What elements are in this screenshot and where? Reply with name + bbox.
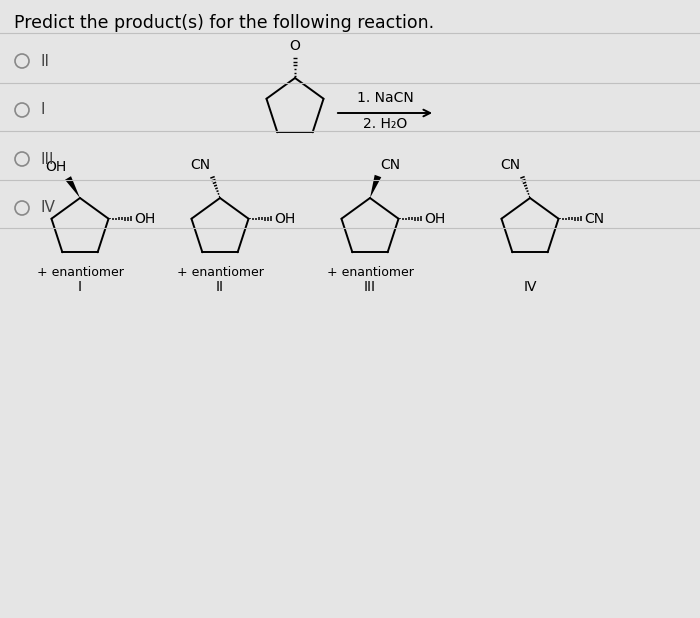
Text: I: I xyxy=(78,280,82,294)
Text: O: O xyxy=(290,39,300,53)
Text: IV: IV xyxy=(524,280,537,294)
Text: OH: OH xyxy=(274,212,296,226)
Text: + enantiomer: + enantiomer xyxy=(176,266,263,279)
Text: III: III xyxy=(364,280,376,294)
Text: OH: OH xyxy=(424,212,446,226)
Polygon shape xyxy=(370,175,382,198)
Text: II: II xyxy=(216,280,224,294)
Text: OH: OH xyxy=(134,212,156,226)
Text: CN: CN xyxy=(190,158,210,172)
Text: + enantiomer: + enantiomer xyxy=(36,266,123,279)
Text: II: II xyxy=(40,54,49,69)
Text: 1. NaCN: 1. NaCN xyxy=(356,91,414,105)
Text: IV: IV xyxy=(40,200,55,216)
Polygon shape xyxy=(65,176,80,198)
Text: CN: CN xyxy=(584,212,605,226)
Text: I: I xyxy=(40,103,45,117)
Text: 2. H₂O: 2. H₂O xyxy=(363,117,407,131)
Text: OH: OH xyxy=(45,160,66,174)
Text: CN: CN xyxy=(500,158,520,172)
Text: Predict the product(s) for the following reaction.: Predict the product(s) for the following… xyxy=(14,14,434,32)
Text: III: III xyxy=(40,151,53,166)
Text: CN: CN xyxy=(380,158,400,172)
Text: + enantiomer: + enantiomer xyxy=(327,266,414,279)
